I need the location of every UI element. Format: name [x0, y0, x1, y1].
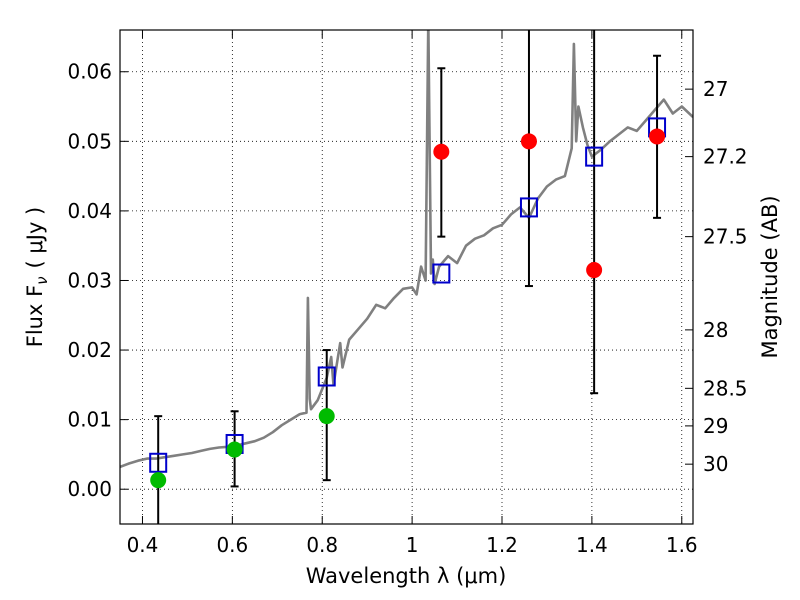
x-tick-label: 1.4 — [576, 533, 608, 557]
y-axis-label-unit: ( μJy ) — [23, 207, 47, 269]
y-axis-label-subscript: ν — [33, 276, 51, 284]
x-tick-label: 0.8 — [306, 533, 338, 557]
y2-tick-label: 27 — [703, 77, 728, 101]
model-flux-square — [519, 197, 538, 218]
observed-flux-point — [586, 262, 603, 279]
x-axis-label: Wavelength λ (μm) — [306, 564, 507, 588]
y2-tick-label: 27.5 — [703, 225, 748, 249]
y2-tick-label: 30 — [703, 452, 728, 476]
y-tick-label: 0.00 — [67, 477, 112, 501]
y-tick-label: 0.01 — [67, 408, 112, 432]
y-tick-label: 0.02 — [67, 338, 112, 362]
observed-flux-point — [649, 128, 666, 145]
axes: 0.4 0.6 0.8 1 1.2 1.4 1.6 0.00 0.01 0.02 0.03 0.04 0… — [67, 30, 748, 557]
observed-flux-point — [150, 472, 167, 489]
model-flux-square — [317, 366, 336, 387]
observed-flux-point — [433, 143, 450, 160]
x-tick-label: 0.4 — [127, 533, 159, 557]
y-tick-label: 0.06 — [67, 60, 112, 84]
y2-tick-label: 29 — [703, 414, 728, 438]
model-flux-square — [432, 263, 451, 284]
y2-tick-label: 27.2 — [703, 145, 748, 169]
observed-flux-point — [318, 408, 335, 425]
plot-frame — [119, 29, 694, 525]
y2-tick-label: 28.5 — [703, 376, 748, 400]
y-tick-label: 0.04 — [67, 199, 112, 223]
x-tick-label: 1.6 — [666, 533, 698, 557]
observed-flux-point — [520, 133, 537, 150]
model-flux-square — [149, 452, 168, 473]
y-axis-label: Flux Fν ( μJy ) — [23, 207, 51, 348]
y-tick-label: 0.05 — [67, 129, 112, 153]
right-axis-label: Magnitude (AB) — [758, 195, 782, 358]
plot-area — [120, 30, 693, 524]
y-axis-label-main: Flux F — [23, 285, 47, 347]
observed-flux-point — [226, 441, 243, 458]
x-tick-label: 1 — [406, 533, 419, 557]
y2-tick-label: 28 — [703, 318, 728, 342]
x-tick-label: 1.2 — [486, 533, 518, 557]
y-tick-label: 0.03 — [67, 268, 112, 292]
x-tick-label: 0.6 — [216, 533, 248, 557]
model-flux-square — [585, 146, 604, 167]
